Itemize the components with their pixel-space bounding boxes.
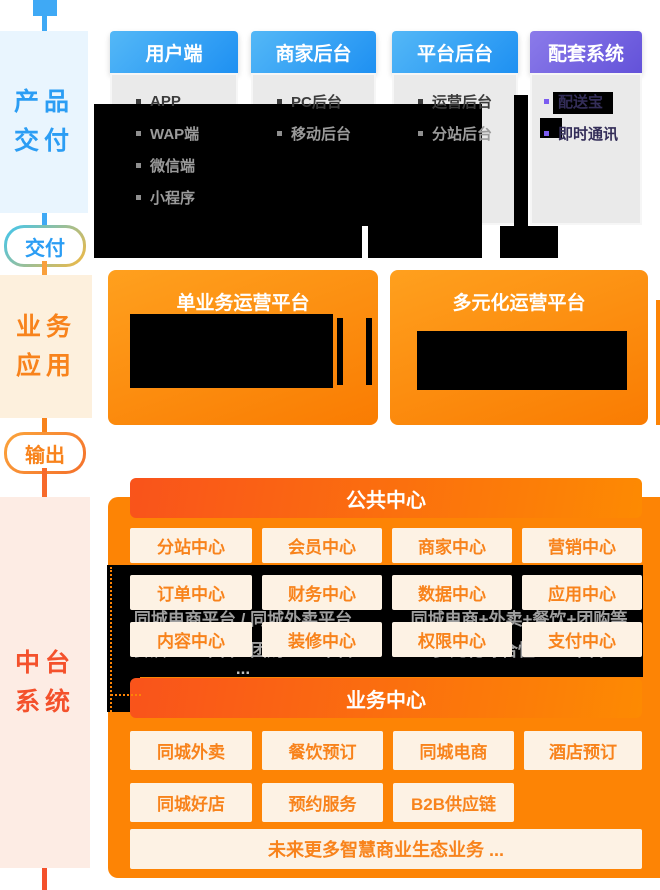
- bar-title: 业务中心: [346, 689, 426, 712]
- connector-line: [42, 16, 47, 31]
- grid-cell: 同城电商: [393, 731, 514, 770]
- redaction-overlay: [514, 95, 528, 226]
- bar-title: 公共中心: [346, 489, 426, 512]
- label-line: 应用: [15, 351, 76, 380]
- bullet-icon: [544, 130, 549, 136]
- connector-line: [42, 261, 47, 275]
- column-header-merchant-admin: 商家后台: [251, 31, 376, 73]
- bullet-icon: [136, 162, 141, 168]
- column-header-support-systems: 配套系统: [530, 31, 642, 73]
- column-item: 微信端: [112, 149, 236, 181]
- redaction-overlay: [366, 318, 372, 385]
- grid-cell: 内容中心: [130, 622, 252, 657]
- bullet-icon: [277, 130, 282, 136]
- pill-label: 输出: [25, 444, 65, 467]
- grid-cell: 支付中心: [522, 622, 642, 657]
- column-body-user-client: APP WAP端 微信端 小程序: [110, 73, 238, 225]
- business-center-bar: 业务中心: [130, 678, 642, 718]
- pill-label: 交付: [25, 237, 65, 260]
- label-line: 产品: [13, 88, 74, 116]
- product-delivery-label: 产品 交付: [0, 31, 88, 213]
- grid-cell: B2B供应链: [393, 783, 514, 822]
- redaction-overlay: [337, 318, 343, 385]
- redaction-overlay: [130, 314, 333, 388]
- column-item: APP: [112, 85, 236, 117]
- grid-cell: 权限中心: [392, 622, 512, 657]
- column-item: 配送宝: [532, 85, 640, 117]
- connector-line: [42, 468, 47, 497]
- column-item: 小程序: [112, 181, 236, 213]
- column-title: 商家后台: [275, 43, 352, 65]
- connector-line: [42, 418, 47, 432]
- bullet-icon: [544, 98, 549, 104]
- dotted-guide-vertical: [110, 567, 112, 712]
- redaction-gap: [362, 226, 368, 258]
- column-header-user-client: 用户端: [110, 31, 238, 73]
- grid-cell: 同城好店: [130, 783, 252, 822]
- card-line: ...: [235, 659, 251, 678]
- bullet-icon: [136, 98, 141, 104]
- card-title: 单业务运营平台: [176, 293, 310, 314]
- grid-cell: 商家中心: [392, 528, 512, 563]
- redaction-overlay: [417, 331, 627, 390]
- grid-cell: 营销中心: [522, 528, 642, 563]
- label-line: 业务: [15, 312, 76, 341]
- grid-cell: 会员中心: [262, 528, 382, 563]
- grid-cell: 装修中心: [262, 622, 382, 657]
- column-item: 分站后台: [394, 117, 516, 149]
- label-line: 系统: [14, 687, 75, 716]
- connector-line: [42, 213, 47, 225]
- grid-cell: 财务中心: [262, 575, 382, 610]
- grid-cell: 同城外卖: [130, 731, 252, 770]
- column-item: 运营后台: [394, 85, 516, 117]
- public-center-bar: 公共中心: [130, 478, 642, 518]
- bullet-icon: [418, 130, 423, 136]
- label-line: 中台: [14, 648, 75, 677]
- clipped-card-edge: [656, 300, 660, 425]
- grid-cell: 预约服务: [262, 783, 383, 822]
- grid-cell: 订单中心: [130, 575, 252, 610]
- bullet-icon: [277, 98, 282, 104]
- grid-cell: 餐饮预订: [262, 731, 383, 770]
- column-title: 用户端: [145, 43, 203, 65]
- deliver-pill: 交付: [4, 225, 86, 267]
- redaction-overlay: [553, 92, 613, 114]
- redaction-overlay: [500, 226, 558, 258]
- redaction-overlay: [94, 104, 482, 258]
- bullet-icon: [136, 130, 141, 136]
- column-item: 即时通讯: [532, 117, 640, 149]
- future-business-cell: 未来更多智慧商业生态业务 ...: [130, 829, 642, 869]
- column-body-support-systems: 配送宝 即时通讯: [530, 73, 642, 225]
- column-item: PC后台: [253, 85, 374, 117]
- dotted-guide-horizontal: [111, 694, 141, 696]
- grid-cell: 应用中心: [522, 575, 642, 610]
- column-title: 配套系统: [547, 43, 624, 65]
- business-application-label: 业务 应用: [0, 275, 92, 418]
- column-title: 平台后台: [416, 43, 493, 65]
- middle-platform-label: 中台 系统: [0, 497, 90, 868]
- grid-cell: 数据中心: [392, 575, 512, 610]
- bullet-icon: [136, 194, 141, 200]
- grid-cell: 酒店预订: [524, 731, 642, 770]
- connector-line: [42, 868, 47, 890]
- card-title: 多元化运营平台: [452, 293, 586, 314]
- column-header-platform-admin: 平台后台: [392, 31, 518, 73]
- flow-start-node: [33, 0, 57, 16]
- output-pill: 输出: [4, 432, 86, 474]
- column-item: 移动后台: [253, 117, 374, 149]
- grid-cell: 分站中心: [130, 528, 252, 563]
- label-line: 交付: [13, 127, 74, 155]
- column-item: WAP端: [112, 117, 236, 149]
- bullet-icon: [418, 98, 423, 104]
